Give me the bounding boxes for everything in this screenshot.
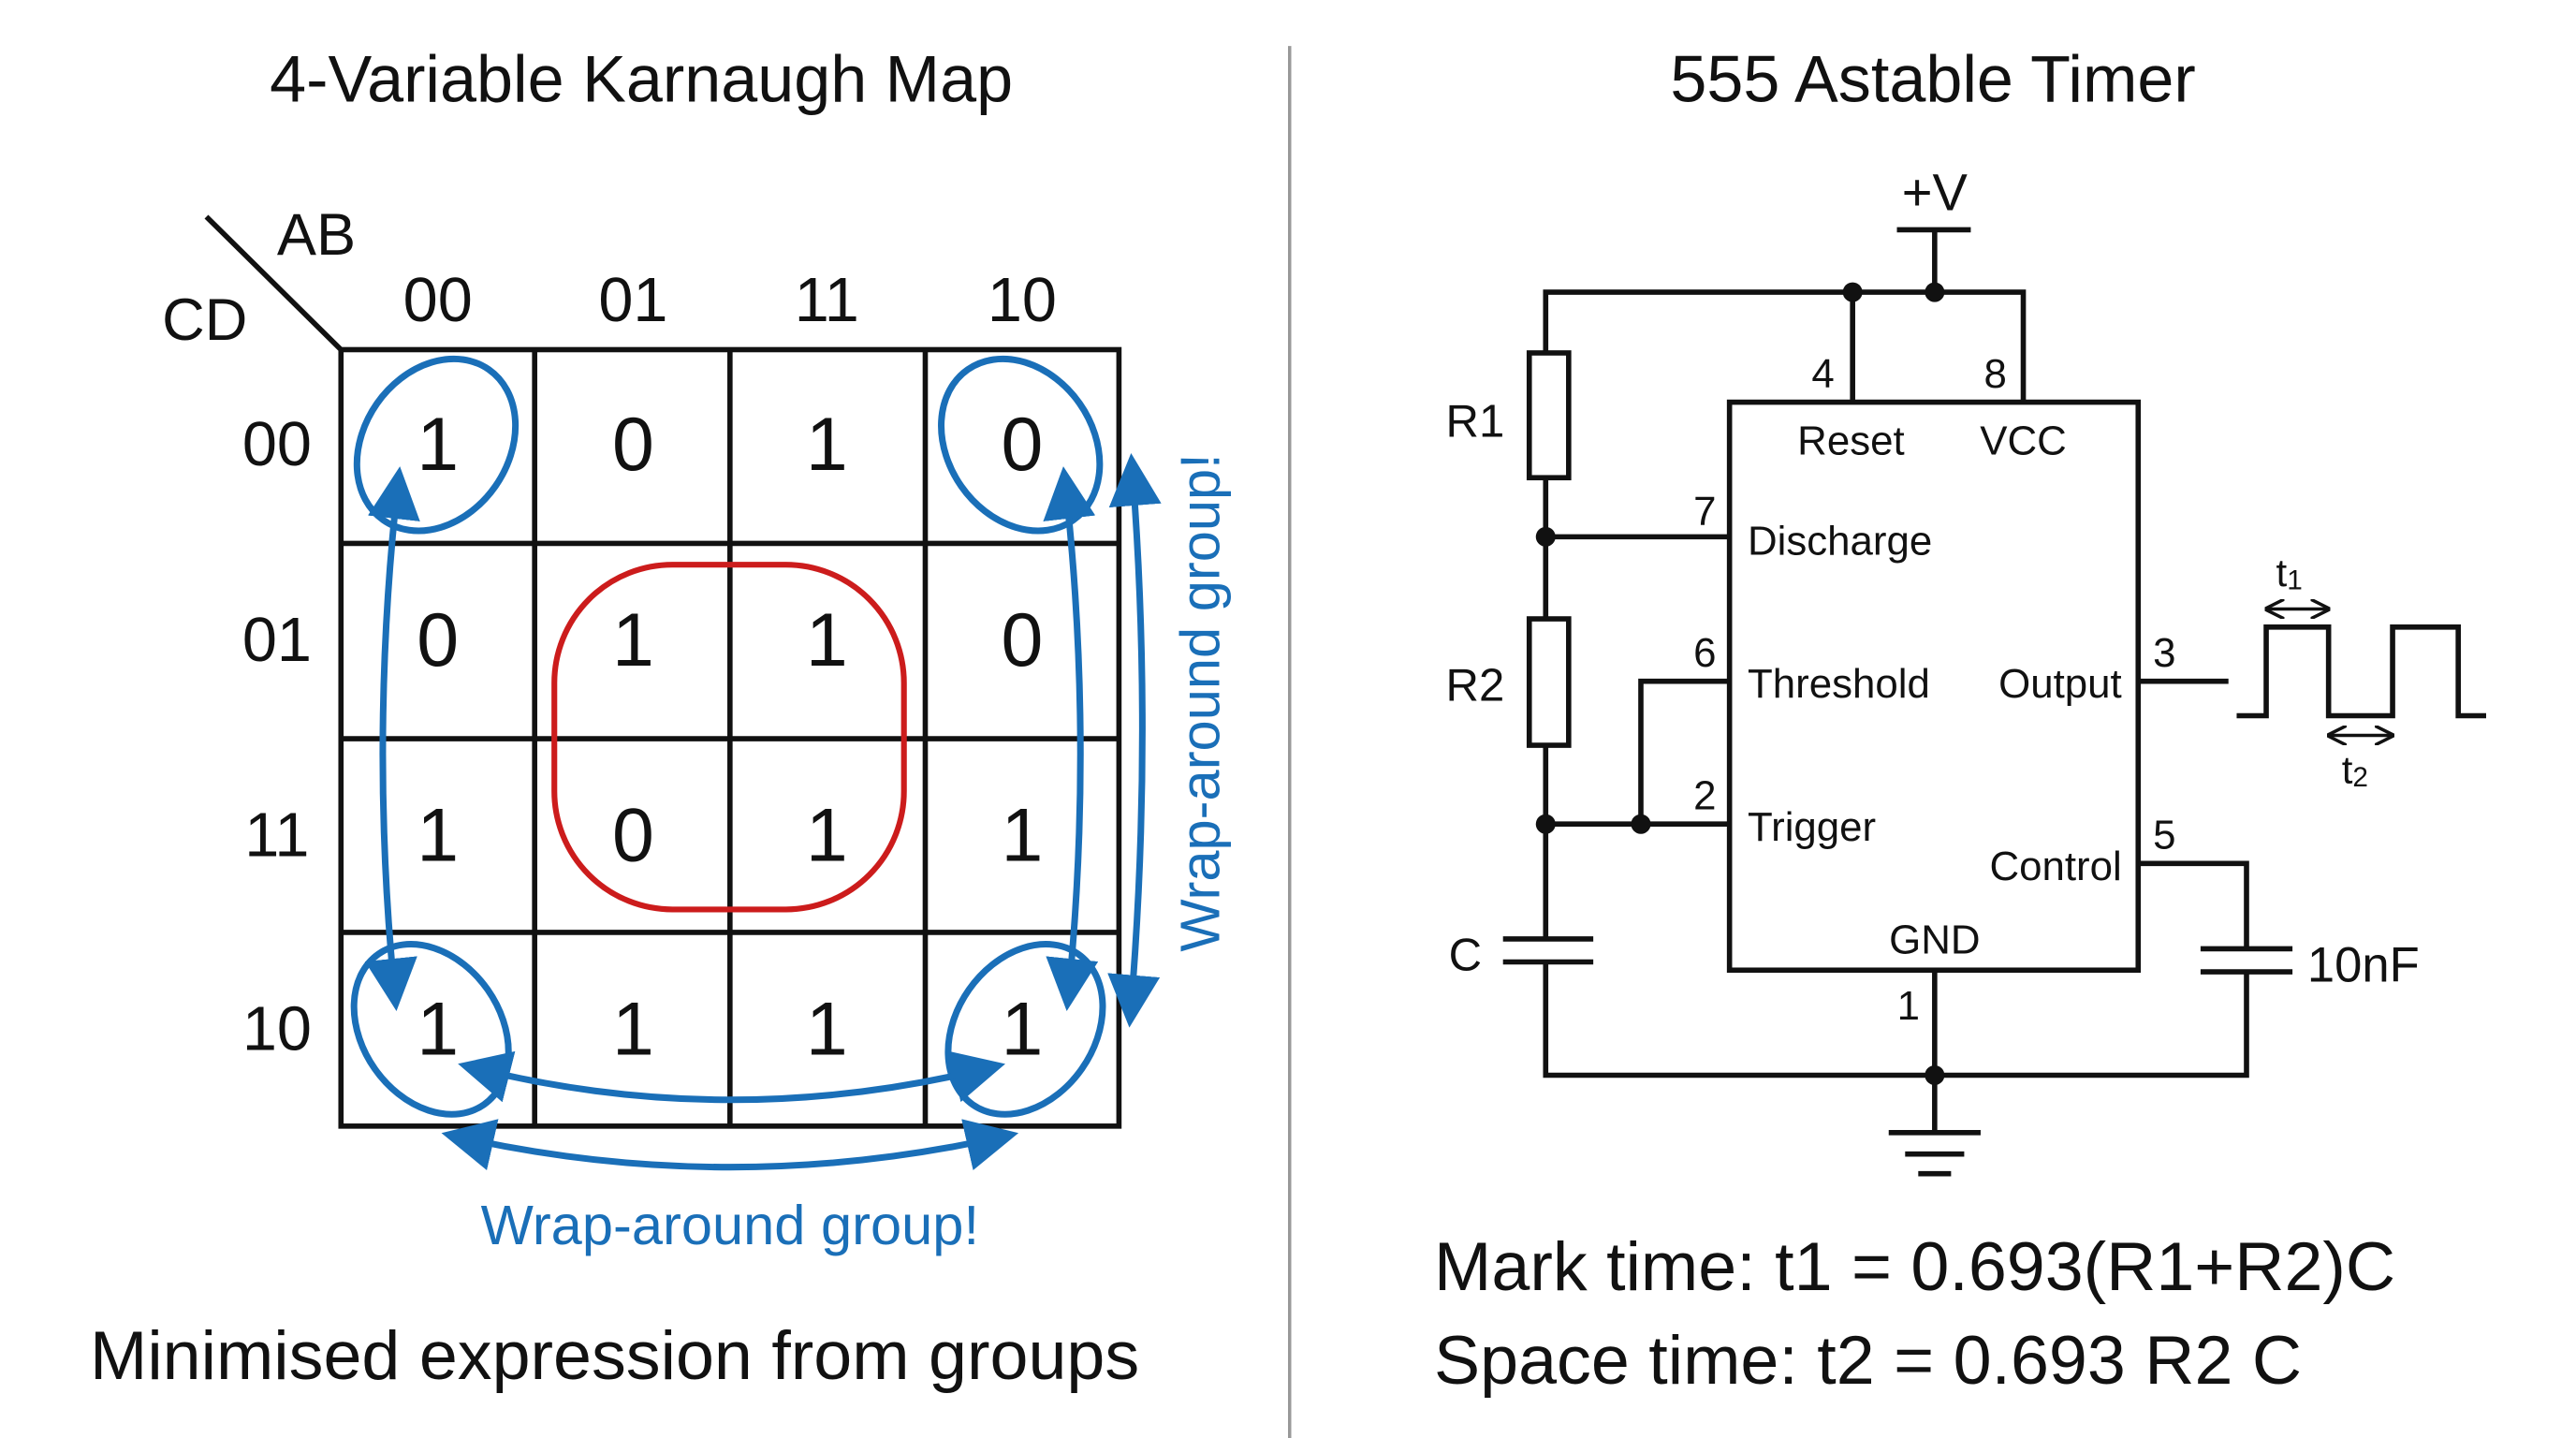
kmap-cell-value: 1 — [806, 403, 848, 487]
kmap-cell-value: 0 — [417, 598, 459, 682]
r1-label: R1 — [1446, 396, 1505, 447]
resistor-r2 — [1526, 616, 1572, 748]
wrap-label-bottom: Wrap-around group! — [481, 1194, 979, 1256]
output-waveform — [2236, 624, 2486, 719]
pin-8-number: 8 — [1984, 351, 2007, 397]
kmap-col-var: AB — [277, 202, 356, 268]
control-cap-label: 10nF — [2307, 938, 2420, 993]
kmap-cell-value: 0 — [612, 403, 654, 487]
wrap-arrow-inner-horizontal — [458, 1050, 1005, 1104]
kmap-col-header: 00 — [403, 266, 473, 335]
pin-discharge-label: Discharge — [1748, 519, 1932, 565]
kmap-cell-value: 1 — [806, 598, 848, 682]
group-quad-red — [551, 562, 907, 913]
wrap-arrow-right-vertical — [1043, 466, 1099, 1012]
timer-title: 555 Astable Timer — [1670, 43, 2195, 116]
kmap-cell-value: 1 — [806, 793, 848, 877]
wrap-arrow-outer-horizontal — [441, 1119, 1019, 1171]
wrap-label-side: Wrap-around group! — [1168, 453, 1231, 951]
kmap-cell-value: 1 — [1002, 793, 1044, 877]
kmap-col-header: 11 — [795, 266, 859, 335]
pin-2-number: 2 — [1693, 772, 1716, 818]
kmap-row-header: 00 — [242, 410, 312, 479]
pin-output-label: Output — [1998, 661, 2122, 707]
pin-3-number: 3 — [2153, 630, 2175, 676]
resistor-r1 — [1526, 350, 1572, 481]
wrap-arrow-left-vertical — [364, 466, 420, 1012]
pin-reset-label: Reset — [1797, 418, 1905, 464]
pin-5-number: 5 — [2153, 813, 2175, 858]
kmap-cell-value: 1 — [417, 403, 459, 487]
kmap-row-header: 10 — [242, 994, 312, 1064]
kmap-title: 4-Variable Karnaugh Map — [270, 43, 1013, 116]
kmap-cell-value: 1 — [612, 598, 654, 682]
r2-label: R2 — [1446, 661, 1505, 712]
kmap-footer: Minimised expression from groups — [90, 1316, 1139, 1394]
kmap-corner-diagonal — [204, 214, 344, 352]
pin-6-number: 6 — [1693, 630, 1716, 676]
pin-7-number: 7 — [1693, 489, 1716, 535]
pin-trigger-label: Trigger — [1748, 804, 1876, 850]
kmap-cell-value: 0 — [612, 793, 654, 877]
kmap-row-header: 01 — [242, 606, 312, 675]
kmap-cell-value: 1 — [806, 987, 848, 1071]
kmap-col-header: 01 — [598, 266, 667, 335]
pin-vcc-label: VCC — [1980, 418, 2067, 464]
pin-control-label: Control — [1989, 844, 2121, 889]
pin-4-number: 4 — [1811, 351, 1834, 397]
t2-label: t2 — [2342, 747, 2368, 793]
kmap-col-header: 10 — [988, 266, 1057, 335]
pin-1-number: 1 — [1897, 983, 1920, 1029]
space-time-formula: Space time: t2 = 0.693 R2 C — [1434, 1321, 2302, 1399]
junction-dots — [1535, 282, 1945, 1086]
kmap-row-header: 11 — [244, 800, 309, 870]
c-label: C — [1449, 930, 1482, 980]
wrap-arrow-outer-vertical — [1107, 452, 1162, 1028]
pin-threshold-label: Threshold — [1748, 661, 1930, 707]
kmap-cell-value: 0 — [1002, 598, 1044, 682]
kmap-row-var: CD — [162, 287, 247, 353]
supply-label: +V — [1902, 162, 1969, 221]
t1-label: t1 — [2276, 550, 2303, 596]
kmap-cell-value: 0 — [1002, 403, 1044, 487]
pin-gnd-label: GND — [1889, 917, 1980, 963]
kmap-cell-value: 1 — [417, 793, 459, 877]
mark-time-formula: Mark time: t1 = 0.693(R1+R2)C — [1434, 1227, 2395, 1305]
kmap-cell-value: 1 — [1002, 987, 1044, 1071]
kmap-cell-value: 1 — [417, 987, 459, 1071]
kmap-cell-value: 1 — [612, 987, 654, 1071]
